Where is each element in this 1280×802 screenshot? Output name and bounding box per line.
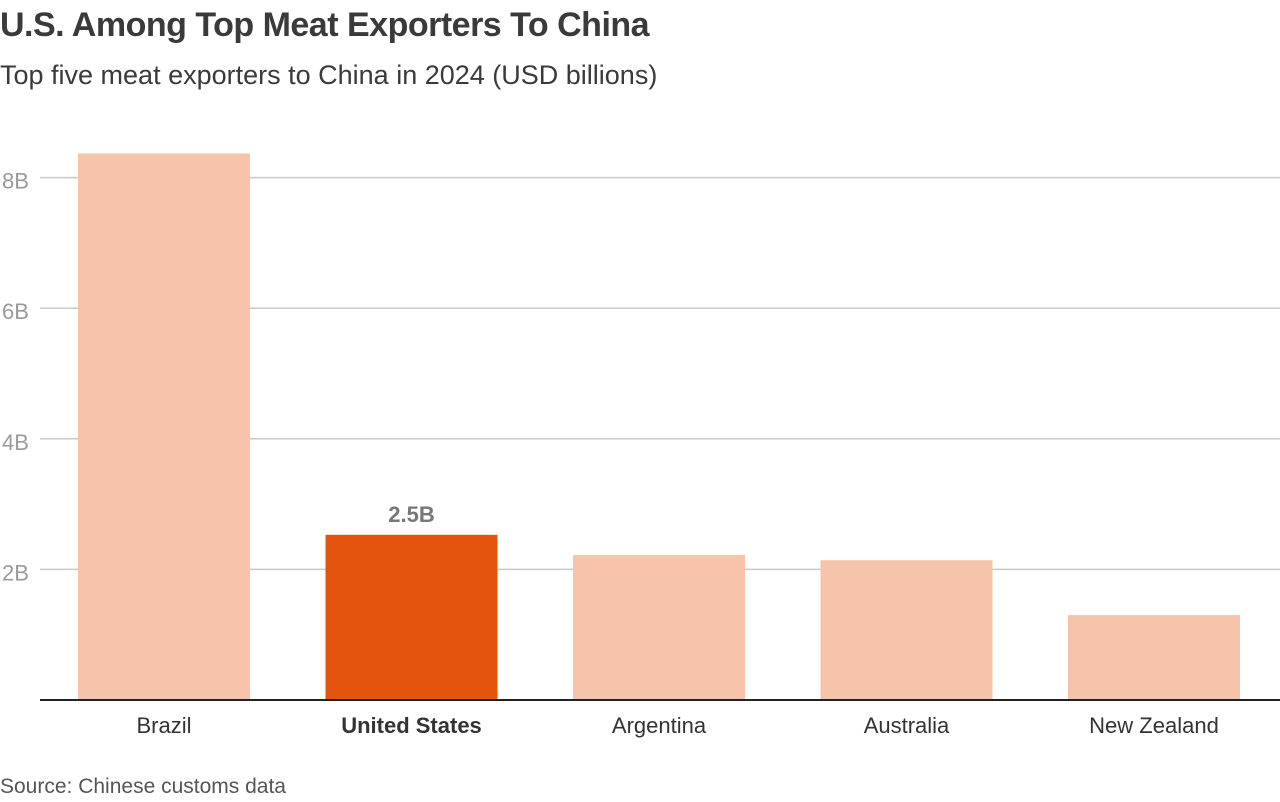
chart-subtitle: Top five meat exporters to China in 2024… [0,60,658,90]
y-tick-label: 6B [2,299,29,324]
bar-united-states [325,534,498,700]
x-tick-label: United States [341,713,482,738]
bar-australia [820,560,993,700]
bars [78,153,1240,701]
y-tick-label: 8B [2,169,29,194]
y-tick-label: 4B [2,430,29,455]
chart-title: U.S. Among Top Meat Exporters To China [0,6,650,44]
bar-argentina [573,555,745,700]
data-labels: 2.5B [388,502,434,527]
bar-new-zealand [1068,615,1240,700]
y-tick-label: 2B [2,560,29,585]
bar-brazil [78,153,250,701]
x-tick-label: Argentina [612,713,707,738]
x-axis-labels: Brazil United States Argentina Australia New… [136,713,1218,738]
x-tick-label: Brazil [136,713,191,738]
source-note: Source: Chinese customs data [0,775,286,798]
data-label: 2.5B [388,502,434,527]
y-axis-ticks: 2B 4B 6B 8B [2,169,29,586]
x-tick-label: New Zealand [1089,713,1219,738]
x-tick-label: Australia [864,713,950,738]
